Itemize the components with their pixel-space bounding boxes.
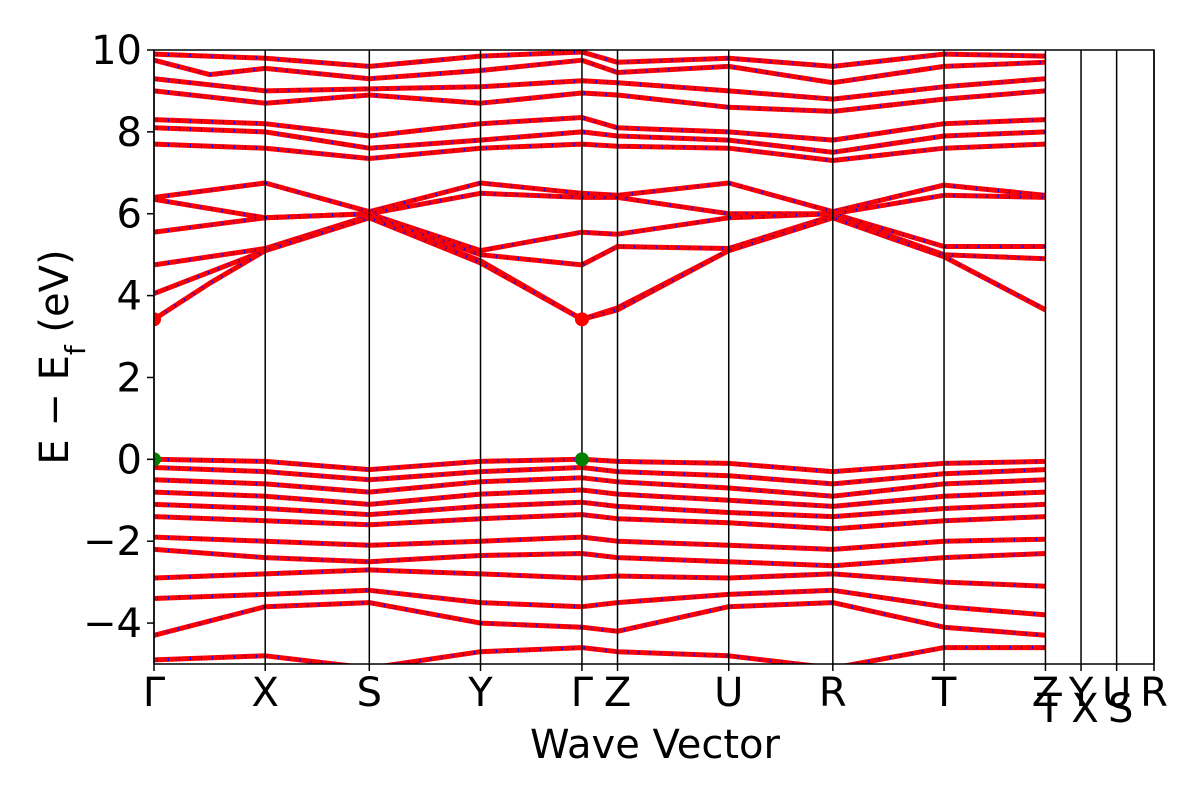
band-13 [154,456,1046,475]
band-24-overlay [154,646,1046,664]
y-tick-label-3: 2 [117,355,142,401]
band-13-overlay [154,458,1046,473]
band-6 [154,141,1046,163]
band-23 [154,600,1046,638]
band-0-overlay [154,50,1046,68]
band-0 [154,50,1046,69]
cbm-marker-1 [574,312,589,327]
band-17-overlay [154,501,1046,518]
band-15 [154,475,1046,499]
band-3 [154,88,1046,114]
x-tick-label-3: Y [467,670,493,716]
x-tick-label-7: R [819,670,847,716]
y-tick-label-7: 10 [91,28,142,74]
y-axis-ticks: −4 −2 0 2 4 6 8 10 [83,28,154,647]
x-tick-label-15: R [1140,670,1168,716]
band-10-spin-down [154,213,1046,268]
band-4-overlay [154,116,1046,142]
x-tick-label-9: Z [1032,670,1059,716]
bands-layer [154,50,1047,664]
band-10 [154,213,1046,268]
band-2-overlay [154,77,1046,101]
band-21-overlay [154,568,1046,588]
band-20-overlay [154,548,1046,568]
band-19-overlay [154,535,1046,551]
band-16 [154,487,1046,509]
band-6-overlay [154,142,1046,162]
band-9 [154,211,1046,254]
x-tick-label-6: U [714,670,743,716]
x-tick-label-1: X [252,670,279,716]
band-21 [154,567,1046,589]
plot-frame [153,49,1155,665]
band-22 [154,587,1046,618]
x-tick-label-8: T [931,670,957,716]
x-tick-label-12: X [1071,686,1098,732]
y-tick-label-2: 0 [117,437,142,483]
band-3-overlay [154,89,1046,113]
x-tick-label-13: U [1102,670,1131,716]
band-22-overlay [154,589,1046,617]
x-axis-ticks: Γ X S Y Γ Z U R T ZT YX US R [143,664,1168,732]
y-axis-label: E − Ef (eV) [32,249,92,464]
vbm-marker-3 [574,452,589,467]
band-5-overlay [154,126,1046,154]
y-tick-label-0: −4 [83,601,142,647]
band-14 [154,465,1046,487]
band-9-spin-up [154,212,1046,253]
y-tick-label-4: 4 [117,274,142,320]
band-23-overlay [154,601,1046,637]
y-tick-label-6: 8 [117,110,142,156]
band-18-overlay [154,513,1046,531]
x-tick-label-0: Γ [143,670,166,716]
y-axis-label-subscript: f [59,344,92,355]
x-tick-label-10: T [1036,686,1062,732]
band-9-overlay [154,212,1046,252]
band-2 [154,76,1046,102]
band-18 [154,512,1046,532]
band-4 [154,115,1046,143]
y-tick-label-5: 6 [117,192,142,238]
y-axis-label-main: E − E [32,355,78,465]
band-8-overlay [154,192,1046,220]
x-tick-label-5: Z [604,670,631,716]
x-tick-label-4: Γ [571,670,594,716]
x-tick-label-14: S [1108,686,1133,732]
x-tick-label-11: Y [1068,670,1094,716]
y-tick-label-1: −2 [83,519,142,565]
band-17 [154,499,1046,520]
band-edge-markers [154,312,589,467]
band-16-overlay [154,488,1046,508]
band-20 [154,546,1046,569]
y-axis-label-unit: (eV) [32,249,78,345]
band-24 [154,645,1046,664]
vbm-marker-2 [154,452,161,467]
band-15-overlay [154,476,1046,498]
band-14-overlay [154,466,1046,486]
band-7 [154,180,1046,215]
x-axis-label: Wave Vector [530,722,781,768]
band-8 [154,190,1046,221]
band-19 [154,534,1046,552]
x-tick-label-2: S [357,670,382,716]
band-7-overlay [154,181,1046,213]
cbm-marker-0 [154,312,161,327]
band-5 [154,125,1046,155]
